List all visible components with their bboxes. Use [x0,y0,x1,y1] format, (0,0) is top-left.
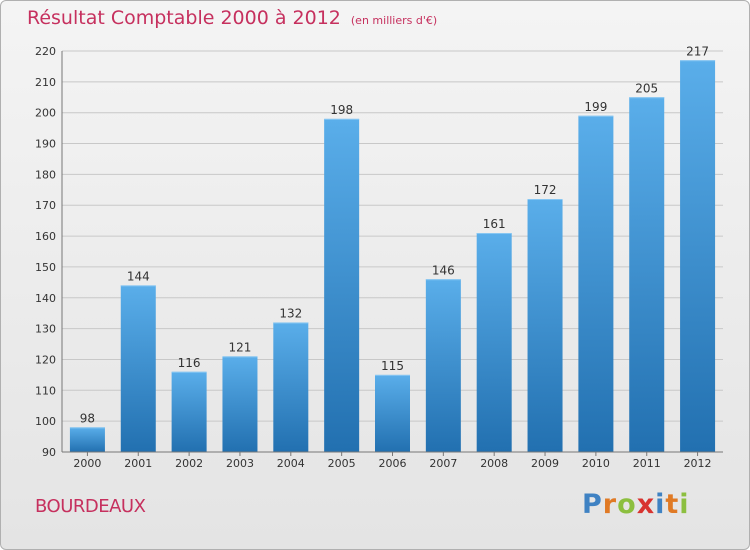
x-tick-label-2000: 2000 [73,457,101,470]
x-tick-label-2012: 2012 [684,457,712,470]
bar-2012[interactable] [680,60,716,452]
x-tick-label-2010: 2010 [582,457,610,470]
y-tick-label: 200 [35,107,56,120]
x-tick-label-2008: 2008 [480,457,508,470]
y-tick-label: 180 [35,168,56,181]
x-tick-label-2004: 2004 [277,457,305,470]
bar-2004[interactable] [273,322,309,452]
x-tick-label-2009: 2009 [531,457,559,470]
y-tick-label: 120 [35,353,56,366]
y-tick-label: 110 [35,384,56,397]
y-tick-label: 90 [42,446,56,459]
bar-2006[interactable] [375,374,410,452]
value-label-2010: 199 [584,100,607,114]
y-tick-label: 170 [35,199,56,212]
bar-2003[interactable] [222,356,258,452]
value-label-2005: 198 [330,103,353,117]
x-tick-label-2011: 2011 [633,457,661,470]
bar-2001[interactable] [120,285,156,452]
value-label-2001: 144 [127,269,150,283]
y-tick-label: 210 [35,76,56,89]
chart-title-unit: (en milliers d'€) [350,14,438,27]
value-label-2003: 121 [229,340,252,354]
y-tick-label: 140 [35,292,56,305]
bar-2011[interactable] [629,97,665,453]
bar-2009[interactable] [527,199,563,452]
logo-letter: P [582,489,603,520]
x-tick-label-2001: 2001 [124,457,152,470]
x-tick-label-2002: 2002 [175,457,203,470]
value-label-2011: 205 [635,81,658,95]
bar-2008[interactable] [476,232,512,452]
x-tick-label-2007: 2007 [429,457,457,470]
y-tick-label: 220 [35,45,56,58]
logo-letter: o [617,489,637,520]
value-label-2004: 132 [279,306,302,320]
proxiti-logo[interactable]: Proxiti [582,489,690,520]
x-tick-label-2005: 2005 [328,457,356,470]
y-tick-label: 150 [35,261,56,274]
x-tick-label-2003: 2003 [226,457,254,470]
value-label-2012: 217 [686,44,709,58]
y-tick-label: 160 [35,230,56,243]
commune-name: BOURDEAUX [35,496,146,517]
value-label-2009: 172 [534,183,557,197]
y-tick-label: 130 [35,323,56,336]
value-label-2007: 146 [432,263,455,277]
bar-2010[interactable] [578,115,614,453]
bar-2000[interactable] [69,427,105,452]
y-tick-label: 190 [35,138,56,151]
value-label-2002: 116 [178,356,201,370]
chart-title-main: Résultat Comptable 2000 à 2012 [27,7,341,29]
logo-letter: t [665,489,680,520]
logo-letter: r [602,489,618,520]
bar-2007[interactable] [425,279,461,452]
logo-letter: i [655,489,666,520]
x-tick-label-2006: 2006 [379,457,407,470]
logo-letter: i [679,489,690,520]
logo-letter: x [636,489,656,520]
bar-2002[interactable] [171,371,207,452]
chart-title: Résultat Comptable 2000 à 2012 (en millie… [27,7,437,29]
y-tick-label: 100 [35,415,56,428]
value-label-2000: 98 [80,411,95,425]
value-label-2008: 161 [483,217,506,231]
value-label-2006: 115 [381,359,404,373]
bar-2005[interactable] [324,118,360,452]
